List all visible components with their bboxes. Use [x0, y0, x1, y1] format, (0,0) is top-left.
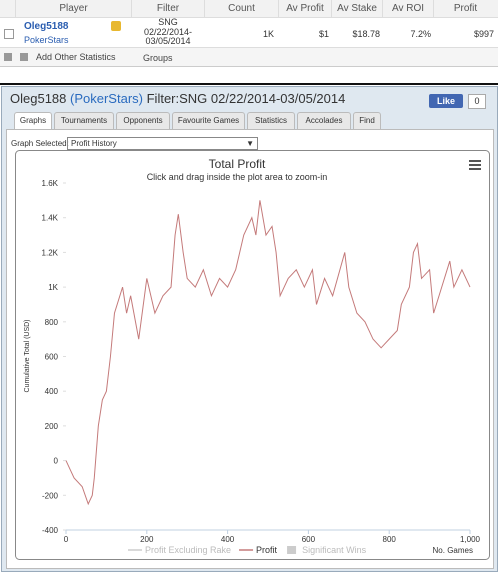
chart-frame: [15, 150, 490, 560]
header-cell: Profit: [453, 3, 478, 14]
tab[interactable]: Find: [353, 112, 381, 130]
profit-cell: $997: [473, 29, 494, 39]
x-tick-label: 800: [383, 535, 397, 544]
chart-subtitle: Click and drag inside the plot area to z…: [147, 172, 328, 182]
header-cell: Count: [205, 0, 279, 17]
av-stake-cell: $18.78: [352, 29, 380, 39]
tab[interactable]: Graphs: [14, 112, 52, 130]
star-icon[interactable]: [111, 21, 121, 31]
groups-button[interactable]: Groups: [143, 53, 173, 63]
table-header: [0, 0, 498, 18]
delete-icon[interactable]: [4, 53, 12, 61]
y-tick-label: 400: [45, 387, 59, 396]
title-site: (PokerStars): [70, 91, 143, 106]
like-button[interactable]: Like: [429, 94, 463, 108]
filter-line: SNG: [158, 17, 178, 27]
filter-line: 02/22/2014-: [143, 26, 193, 37]
y-tick-label: 800: [45, 318, 59, 327]
title-player: Oleg5188: [10, 91, 67, 106]
filter-line: 03/05/2014: [145, 36, 191, 46]
y-tick-label: 1.6K: [42, 179, 59, 188]
y-tick-label: -400: [42, 526, 59, 535]
y-tick-label: 1.4K: [42, 214, 59, 223]
graph-dropdown[interactable]: Profit History ▼: [67, 137, 258, 150]
header-cell: Filter: [132, 0, 205, 17]
like-count: 0: [468, 94, 486, 109]
y-tick-label: -200: [42, 491, 59, 500]
x-tick-label: 400: [221, 535, 235, 544]
dropdown-value: Profit History: [71, 139, 117, 148]
title-filter: Filter:SNG 02/22/2014-03/05/2014: [146, 91, 346, 106]
refresh-icon[interactable]: [20, 53, 28, 61]
toolbar: [0, 48, 498, 67]
graph-selected-label: Graph Selected:: [11, 139, 69, 148]
legend-swatch: [287, 546, 297, 554]
y-tick-label: 1K: [48, 283, 58, 292]
tab[interactable]: Accolades: [297, 112, 351, 130]
legend-entry[interactable]: Profit: [256, 545, 278, 555]
panel-title: Oleg5188 (PokerStars) Filter:SNG 02/22/2…: [10, 91, 345, 106]
legend-entry[interactable]: Significant Wins: [302, 545, 367, 555]
menu-icon[interactable]: [469, 160, 481, 170]
av-profit-cell: $1: [318, 29, 329, 39]
count-cell: 1K: [262, 29, 274, 39]
x-tick-label: 200: [140, 535, 154, 544]
y-tick-label: 1.2K: [42, 248, 59, 257]
x-tick-label: 600: [302, 535, 316, 544]
y-tick-label: 200: [45, 422, 59, 431]
checkbox[interactable]: [4, 29, 14, 39]
header-cell: Av Stake: [332, 0, 383, 17]
x-axis-label: No. Games: [433, 546, 473, 555]
legend-entry[interactable]: Profit Excluding Rake: [145, 545, 231, 555]
divider: [0, 83, 498, 85]
tab[interactable]: Statistics: [247, 112, 295, 130]
chart: Total Profit Click and drag inside the p…: [15, 150, 490, 560]
row-border: [0, 47, 498, 48]
header-cell: Av Profit: [279, 0, 332, 17]
header-cell: [0, 0, 16, 17]
tab[interactable]: Opponents: [116, 112, 170, 130]
player-link[interactable]: Oleg5188: [24, 21, 69, 32]
y-tick-label: 600: [45, 353, 59, 362]
profit-line: [65, 200, 471, 506]
filter-cell: SNG 02/22/2014- 03/05/2014: [132, 17, 204, 47]
x-tick-label: 0: [64, 535, 69, 544]
add-stats-button[interactable]: Add Other Statistics: [36, 52, 116, 62]
tab[interactable]: Tournaments: [54, 112, 114, 130]
header-cell: Player: [16, 0, 132, 17]
y-tick-label: 0: [54, 457, 59, 466]
av-roi-cell: 7.2%: [410, 29, 431, 39]
header-cell: Av ROI: [383, 0, 434, 17]
x-tick-label: 1,000: [460, 535, 481, 544]
site-link[interactable]: PokerStars: [24, 35, 69, 45]
y-axis-label: Cumulative Total (USD): [24, 319, 31, 392]
chart-title: Total Profit: [209, 157, 266, 171]
tab[interactable]: Favourite Games: [172, 112, 245, 130]
